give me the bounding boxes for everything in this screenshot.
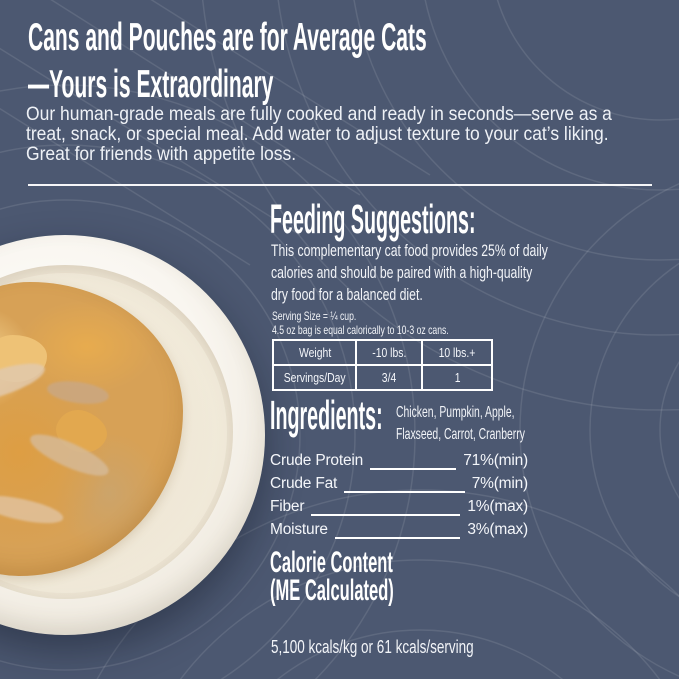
table-cell: 1 [421,364,494,391]
table-cell: Weight [271,339,358,366]
guaranteed-analysis: Crude Protein 71%(min) Crude Fat 7%(min)… [270,452,528,544]
section-divider [28,184,652,186]
food-strand [45,377,111,407]
ingredients-list: Chicken, Pumpkin, Apple, Flaxseed, Carro… [396,402,594,446]
table-cell: 3/4 [355,364,424,391]
ingredients-line: Flaxseed, Carrot, Cranberry [396,426,525,443]
analysis-label: Crude Protein [270,452,364,469]
analysis-label: Fiber [270,498,305,515]
title-line-1: Cans and Pouches are for Average Cats [28,16,427,59]
intro-line: Our human-grade meals are fully cooked a… [26,104,612,125]
intro-line: Great for friends with appetite loss. [26,144,297,165]
calorie-heading-line: (ME Calculated) [270,574,394,607]
title-line-2: —Yours is Extraordinary [28,63,274,106]
analysis-row: Crude Protein 71%(min) [270,452,528,475]
calorie-value-text: 5,100 kcals/kg or 61 kcals/serving [271,637,474,657]
feeding-table: Weight -10 lbs. 10 lbs.+ Servings/Day 3/… [271,339,494,391]
feeding-paragraph: This complementary cat food provides 25%… [271,240,656,306]
feeding-line: This complementary cat food provides 25%… [271,241,548,260]
analysis-row: Moisture 3%(max) [270,521,528,544]
analysis-value: 3%(max) [467,521,528,538]
table-cell: 10 lbs.+ [421,339,494,366]
feeding-suggestions-heading-text: Feeding Suggestions: [270,196,476,242]
leader-line [311,514,461,516]
analysis-value: 71%(min) [463,452,528,469]
ingredients-heading: Ingredients: [270,392,505,439]
calorie-heading-line: Calorie Content [270,546,393,579]
intro-paragraph: Our human-grade meals are fully cooked a… [26,105,663,165]
analysis-label: Crude Fat [270,475,338,492]
analysis-value: 1%(max) [467,498,528,515]
intro-line: treat, snack, or special meal. Add water… [26,124,609,145]
table-row: Servings/Day 3/4 1 [271,364,494,391]
leader-line [370,468,457,470]
table-cell: -10 lbs. [355,339,424,366]
analysis-row: Fiber 1%(max) [270,498,528,521]
ingredients-heading-text: Ingredients: [270,392,383,438]
calorie-content-heading: Calorie Content (ME Calculated) [270,546,495,607]
analysis-value: 7%(min) [471,475,529,492]
serving-size-line: Serving Size = ¼ cup. [272,309,357,323]
page-title: Cans and Pouches are for Average Cats —Y… [28,14,679,108]
calorie-value: 5,100 kcals/kg or 61 kcals/serving [271,637,541,658]
analysis-label: Moisture [270,521,328,538]
serving-size-note: Serving Size = ¼ cup. 4.5 oz bag is equa… [272,309,517,337]
feeding-suggestions-heading: Feeding Suggestions: [270,196,679,243]
leader-line [344,491,465,493]
feeding-line: dry food for a balanced diet. [271,285,423,304]
feeding-line: calories and should be paired with a hig… [271,263,533,282]
analysis-row: Crude Fat 7%(min) [270,475,528,498]
food-strand [0,490,66,529]
table-cell: Servings/Day [271,364,358,391]
plate-well [0,265,233,599]
ingredients-line: Chicken, Pumpkin, Apple, [396,404,515,421]
bag-equivalence-line: 4.5 oz bag is equal calorically to 10-3 … [272,322,449,337]
table-row: Weight -10 lbs. 10 lbs.+ [271,339,494,366]
leader-line [334,537,461,539]
